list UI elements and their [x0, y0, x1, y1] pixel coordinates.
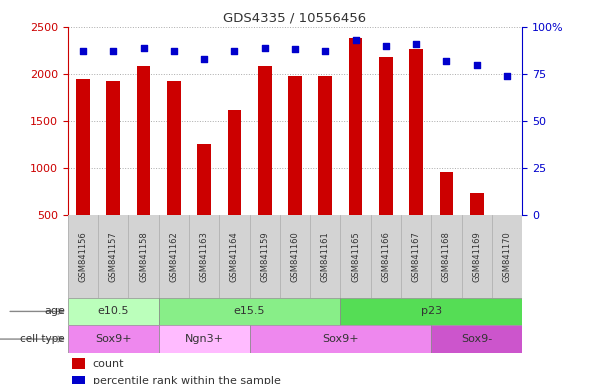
Bar — [73, 358, 85, 369]
Point — [442, 58, 451, 64]
Bar — [349, 38, 362, 215]
Bar — [228, 110, 241, 215]
Point — [230, 48, 239, 55]
Text: GSM841169: GSM841169 — [472, 231, 481, 282]
Text: GSM841159: GSM841159 — [260, 231, 269, 281]
Bar — [258, 66, 271, 215]
Text: age: age — [44, 306, 65, 316]
Bar — [470, 194, 484, 215]
Point — [139, 45, 148, 51]
Text: Sox9-: Sox9- — [461, 334, 492, 344]
Text: GSM841170: GSM841170 — [503, 231, 512, 282]
Point — [381, 43, 391, 49]
Point — [351, 37, 360, 43]
Text: GSM841157: GSM841157 — [109, 231, 118, 282]
Bar — [379, 57, 393, 215]
Text: GSM841164: GSM841164 — [230, 231, 239, 282]
Point — [78, 48, 88, 55]
Text: e10.5: e10.5 — [97, 306, 129, 316]
Text: GSM841160: GSM841160 — [290, 231, 300, 282]
Text: GSM841166: GSM841166 — [381, 231, 391, 282]
Text: Sox9+: Sox9+ — [95, 334, 132, 344]
Bar — [319, 76, 332, 215]
Bar — [409, 48, 423, 215]
Text: GSM841168: GSM841168 — [442, 231, 451, 282]
Point — [502, 73, 512, 79]
Bar — [197, 144, 211, 215]
Bar — [68, 298, 159, 325]
Text: cell type: cell type — [20, 334, 65, 344]
Point — [109, 48, 118, 55]
Point — [472, 61, 481, 68]
Point — [320, 48, 330, 55]
Text: GSM841158: GSM841158 — [139, 231, 148, 282]
Text: GSM841162: GSM841162 — [169, 231, 178, 282]
Bar — [159, 298, 340, 325]
Text: p23: p23 — [421, 306, 442, 316]
Point — [411, 41, 421, 47]
Text: GSM841161: GSM841161 — [321, 231, 330, 282]
Bar — [76, 79, 90, 215]
Text: Ngn3+: Ngn3+ — [185, 334, 224, 344]
Text: percentile rank within the sample: percentile rank within the sample — [93, 376, 281, 384]
Text: e15.5: e15.5 — [234, 306, 266, 316]
Text: GSM841165: GSM841165 — [351, 231, 360, 282]
Bar — [68, 325, 159, 353]
Text: count: count — [93, 359, 124, 369]
Bar — [137, 66, 150, 215]
Text: Sox9+: Sox9+ — [322, 334, 359, 344]
Bar — [73, 376, 85, 384]
Bar — [288, 76, 302, 215]
Point — [260, 45, 270, 51]
Bar — [431, 325, 522, 353]
Text: GSM841156: GSM841156 — [78, 231, 87, 282]
Bar — [250, 325, 431, 353]
Point — [169, 48, 179, 55]
Bar — [167, 81, 181, 215]
Bar — [159, 325, 250, 353]
Text: GSM841167: GSM841167 — [412, 231, 421, 282]
Bar — [440, 172, 453, 215]
Point — [290, 46, 300, 53]
Text: GSM841163: GSM841163 — [199, 231, 209, 282]
Bar — [106, 81, 120, 215]
Point — [199, 56, 209, 62]
Bar — [340, 298, 522, 325]
Title: GDS4335 / 10556456: GDS4335 / 10556456 — [224, 11, 366, 24]
